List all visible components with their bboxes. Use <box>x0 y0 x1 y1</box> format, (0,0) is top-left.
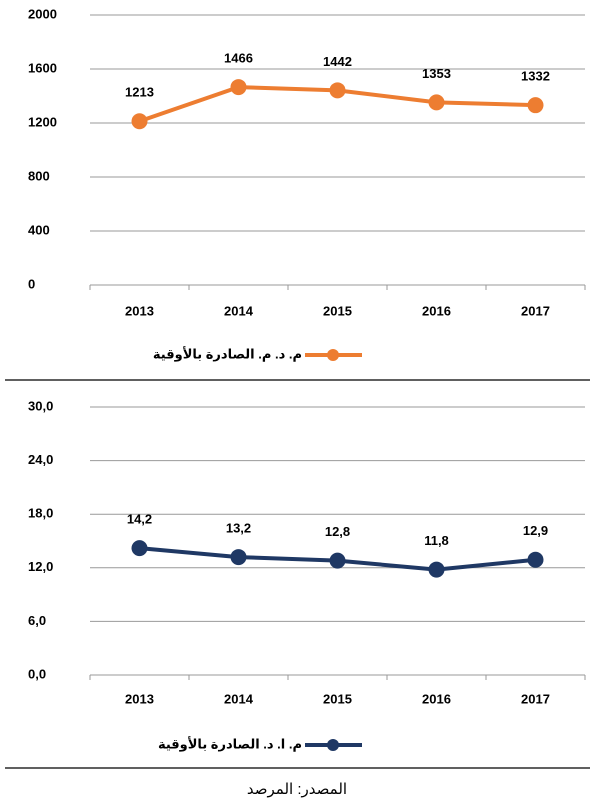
data-point <box>230 549 247 566</box>
y-tick-label: 0,0 <box>28 666 46 681</box>
legend-label: م. د. م. الصادرة بالأوقية <box>153 345 302 362</box>
y-tick-label: 0 <box>28 276 35 291</box>
legend-label: م. ا. د. الصادرة بالأوقية <box>158 735 302 752</box>
data-point <box>329 82 346 99</box>
data-point <box>131 540 148 557</box>
y-tick-label: 30,0 <box>28 398 53 413</box>
data-point <box>230 79 247 96</box>
x-tick-label: 2013 <box>125 691 154 706</box>
x-tick-label: 2015 <box>323 691 352 706</box>
data-label: 1213 <box>125 85 154 100</box>
data-point <box>428 94 445 111</box>
x-tick-label: 2017 <box>521 303 550 318</box>
data-label: 12,8 <box>325 524 350 539</box>
legend-marker <box>327 739 339 751</box>
data-label: 1466 <box>224 51 253 66</box>
y-tick-label: 6,0 <box>28 613 46 628</box>
data-point <box>527 551 544 568</box>
x-tick-label: 2014 <box>224 691 254 706</box>
legend-marker <box>327 349 339 361</box>
x-tick-label: 2013 <box>125 303 154 318</box>
data-label: 11,8 <box>424 533 449 548</box>
data-label: 1332 <box>521 69 550 84</box>
data-label: 12,9 <box>523 523 548 538</box>
data-point <box>527 97 544 114</box>
y-tick-label: 1600 <box>28 60 57 75</box>
data-point <box>131 113 148 130</box>
y-tick-label: 12,0 <box>28 559 53 574</box>
data-point <box>428 561 445 578</box>
data-label: 13,2 <box>226 521 251 536</box>
data-point <box>329 552 346 569</box>
data-label: 1353 <box>422 66 451 81</box>
data-label: 1442 <box>323 54 352 69</box>
data-label: 14,2 <box>127 512 152 527</box>
y-tick-label: 24,0 <box>28 452 53 467</box>
y-tick-label: 400 <box>28 222 50 237</box>
x-tick-label: 2014 <box>224 303 254 318</box>
x-tick-label: 2016 <box>422 691 451 706</box>
y-tick-label: 18,0 <box>28 506 53 521</box>
y-tick-label: 800 <box>28 168 50 183</box>
x-tick-label: 2015 <box>323 303 352 318</box>
y-tick-label: 1200 <box>28 114 57 129</box>
x-tick-label: 2016 <box>422 303 451 318</box>
x-tick-label: 2017 <box>521 691 550 706</box>
y-tick-label: 2000 <box>28 6 57 21</box>
source-note: المصدر: المرصد <box>247 781 347 798</box>
